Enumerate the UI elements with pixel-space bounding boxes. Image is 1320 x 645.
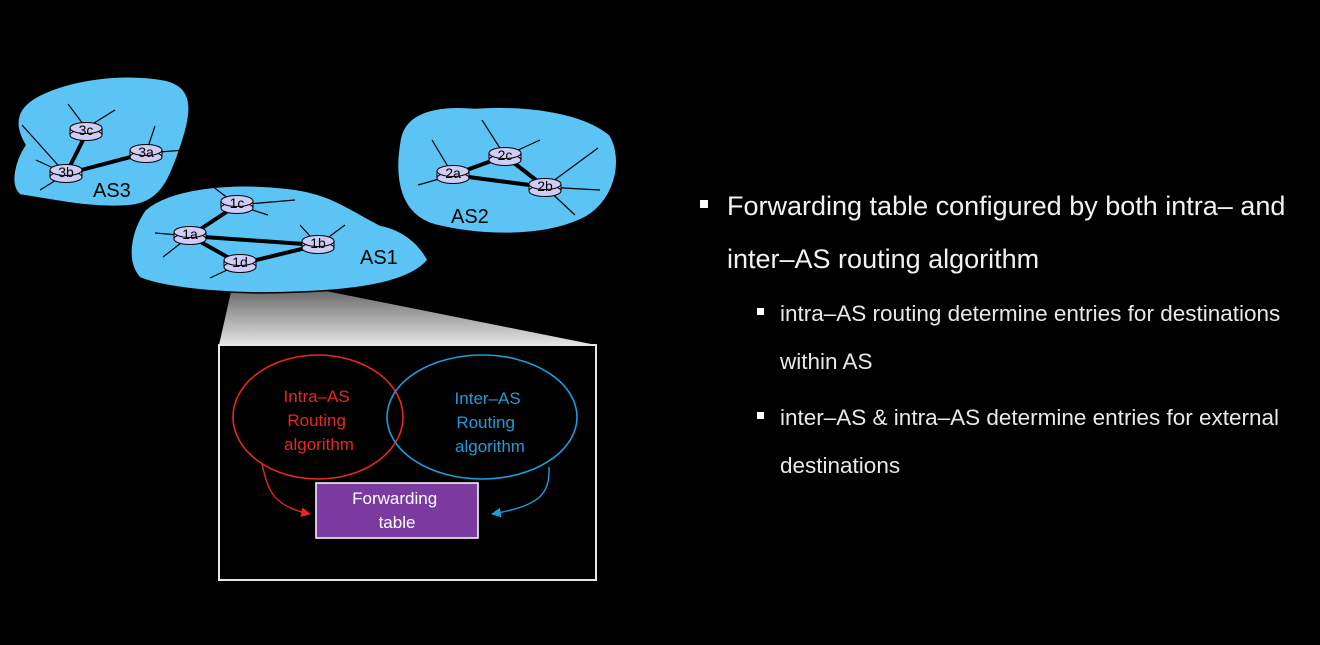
router-2a: 2a <box>436 165 470 184</box>
intra-arrow <box>261 463 311 517</box>
as1-cloud <box>130 185 429 294</box>
router-label: 2b <box>537 178 553 194</box>
inter-as-ellipse <box>386 354 578 480</box>
router-label: 2a <box>445 165 461 181</box>
router-label: 3a <box>138 144 154 160</box>
as2-cloud <box>396 106 618 235</box>
main-bullet: Forwarding table configured by both intr… <box>700 180 1300 286</box>
intra-as-ellipse <box>232 354 404 480</box>
router-label: 2c <box>498 147 513 163</box>
router-label: 1a <box>182 226 198 242</box>
router-label: 3c <box>79 122 94 138</box>
as2-label: AS2 <box>451 206 489 228</box>
forwarding-table-box <box>315 482 479 539</box>
router-1d: 1d <box>223 254 257 273</box>
router-1a: 1a <box>173 226 207 245</box>
sub-bullet-text: inter–AS & intra–AS determine entries fo… <box>780 405 1279 478</box>
router-2b: 2b <box>528 178 562 197</box>
inter-as-label: Inter–AS Routing algorithm <box>455 389 526 456</box>
zoom-wedge <box>219 283 596 345</box>
as1-label: AS1 <box>360 247 398 269</box>
bullet-square-icon <box>757 308 764 315</box>
router-3a: 3a <box>129 144 163 163</box>
router-label: 1d <box>232 254 248 270</box>
main-bullet-text: Forwarding table configured by both intr… <box>727 191 1286 274</box>
sub-bullet: inter–AS & intra–AS determine entries fo… <box>755 394 1300 490</box>
router-label: 1b <box>310 235 326 251</box>
router-label: 1c <box>230 195 245 211</box>
sub-bullet-text: intra–AS routing determine entries for d… <box>780 301 1281 374</box>
router-1c: 1c <box>220 195 254 214</box>
router-2c: 2c <box>488 147 522 166</box>
bullet-square-icon <box>757 412 764 419</box>
as3-label: AS3 <box>93 180 131 202</box>
router-1b: 1b <box>301 235 335 254</box>
sub-bullet: intra–AS routing determine entries for d… <box>755 290 1300 386</box>
intra-as-label: Intra–AS Routing algorithm <box>284 387 355 454</box>
router-label: 3b <box>58 164 74 180</box>
zoom-box <box>218 344 597 581</box>
bullet-list: Forwarding table configured by both intr… <box>700 180 1300 490</box>
router-3b: 3b <box>49 164 83 183</box>
router-3c: 3c <box>69 122 103 141</box>
forwarding-table-label: Forwarding table <box>352 489 442 532</box>
inter-arrow <box>491 466 550 518</box>
bullet-square-icon <box>700 200 708 208</box>
